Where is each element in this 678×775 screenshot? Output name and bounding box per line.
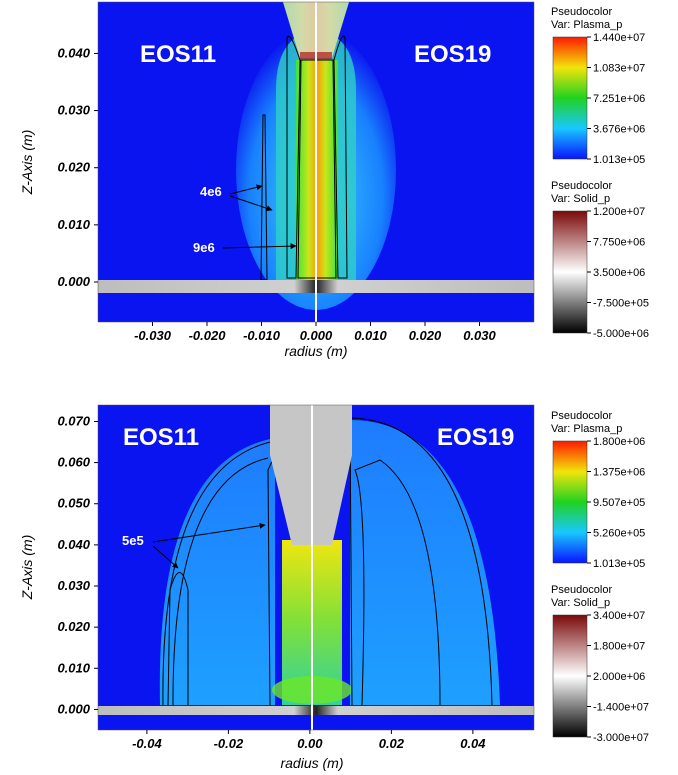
bottom-x-axis-label: radius (m) [280,755,343,771]
top-x-axis-label: radius (m) [284,343,347,359]
bottom-x-tick-label: 0.00 [297,736,323,751]
legend-tick-label: 3.500e+06 [593,267,645,279]
bottom-y-tick-label: 0.070 [57,413,90,428]
legend-tick-label: 5.260e+05 [593,528,645,540]
legend-tick-label: 1.375e+06 [593,467,645,479]
top-x-tick-label: 0.000 [300,328,333,343]
top-arrow-4e6-a [229,184,263,195]
top-x-tick-label: 0.020 [409,328,442,343]
legend-tick-label: 1.200e+07 [593,206,645,218]
top-arrow-4e6-b [229,195,273,212]
legend-tick-label: 1.083e+07 [593,63,645,75]
legend-tick-label: 7.750e+06 [593,237,645,249]
bottom-x-tick-label: 0.04 [460,736,486,751]
top-x-tick-label: 0.030 [463,328,496,343]
bottom-plot-frame [97,404,535,731]
legend-tick-label: 1.013e+05 [593,558,645,570]
legend-tick-label: 1.800e+07 [593,641,645,653]
top-y-tick-label: 0.010 [57,217,90,232]
top-right-label: EOS19 [414,41,491,68]
bottom-contour-left-finger [167,572,189,706]
legend-colorbar [552,36,588,160]
bottom-panel: EOS11 EOS19 5e5 -0.04 -0.02 0.00 0.02 0.04 0.… [19,404,535,771]
legend-variable: Var: Solid_p [551,597,610,609]
legend-tick-label: 3.676e+06 [593,124,645,136]
top-y-tick-label: 0.040 [57,45,90,60]
legend-tick-label: 7.251e+06 [593,93,645,105]
bottom-y-tick-label: 0.040 [57,537,90,552]
legend-colorbar [552,440,588,564]
bottom-y-tick-label: 0.030 [57,578,90,593]
bottom-contour-left-outer [162,441,271,706]
legend-tick-label: 2.000e+06 [593,671,645,683]
legend-tick-label: 3.400e+07 [593,610,645,622]
top-arrow-9e6 [222,243,297,250]
legend-tick-label: 1.440e+07 [593,32,645,44]
legend-tick-label: 1.013e+05 [593,154,645,166]
legend-variable: Var: Plasma_p [551,19,622,31]
legend-title: Pseudocolor [551,410,612,422]
legend-colorbar [552,210,588,334]
legend-tick-label: -7.500e+05 [593,298,649,310]
top-y-tick-label: 0.030 [57,103,90,118]
top-x-tick-label: -0.010 [243,328,281,343]
top-y-tick-label: 0.000 [57,274,90,289]
top-x-tick-label: -0.020 [189,328,227,343]
top-x-tick-label: 0.010 [354,328,387,343]
top-y-axis-label: Z-Axis (m) [19,130,35,196]
bottom-y-tick-label: 0.010 [57,660,90,675]
bottom-axes: -0.04 -0.02 0.00 0.02 0.04 0.000 0.010 0.020 0.0… [57,413,486,751]
legend-tick-label: 9.507e+05 [593,497,645,509]
bottom-x-tick-label: 0.02 [379,736,405,751]
top-axes: -0.030 -0.020 -0.010 0.000 0.010 0.020 0.030 0.… [57,45,496,343]
legend-tick-label: -1.400e+07 [593,702,649,714]
top-contour-4e6 [286,35,348,279]
bottom-right-dome [350,420,500,705]
bottom-contour-left-inner [172,457,269,706]
bottom-left-label: EOS11 [123,424,199,451]
bottom-annotation-5e5: 5e5 [122,533,144,548]
bottom-y-tick-label: 0.000 [57,701,90,716]
legend-variable: Var: Solid_p [551,193,610,205]
legend-variable: Var: Plasma_p [551,423,622,435]
legend-title: Pseudocolor [551,6,612,18]
bottom-left-dome [159,438,275,705]
legend-colorbar [552,614,588,738]
legend-tick-label: -3.000e+07 [593,732,649,744]
bottom-y-tick-label: 0.050 [57,496,90,511]
top-annotation-9e6: 9e6 [193,240,215,255]
legend-tick-label: -5.000e+06 [593,328,649,340]
bottom-y-axis-label: Z-Axis (m) [19,535,35,601]
bottom-arrow-5e5-a [152,522,266,543]
bottom-contour-right-outer [349,417,493,706]
legend-title: Pseudocolor [551,180,612,192]
top-panel: EOS11 EOS19 4e6 9e6 -0.030 -0.020 -0.010 0.… [19,1,535,359]
legend-title: Pseudocolor [551,584,612,596]
bottom-y-tick-label: 0.020 [57,619,90,634]
bottom-x-tick-label: -0.04 [132,736,162,751]
legend-tick-label: 1.800e+06 [593,436,645,448]
top-left-label: EOS11 [140,41,216,68]
bottom-y-tick-label: 0.060 [57,455,90,470]
bottom-arrow-5e5-b [152,545,179,569]
top-x-tick-label: -0.030 [134,328,172,343]
bottom-contour-right-inner [354,459,441,706]
top-annotation-4e6: 4e6 [200,184,222,199]
bottom-right-label: EOS19 [437,424,514,451]
bottom-x-tick-label: -0.02 [214,736,244,751]
top-y-tick-label: 0.020 [57,160,90,175]
bottom-solid-plate [98,706,534,715]
